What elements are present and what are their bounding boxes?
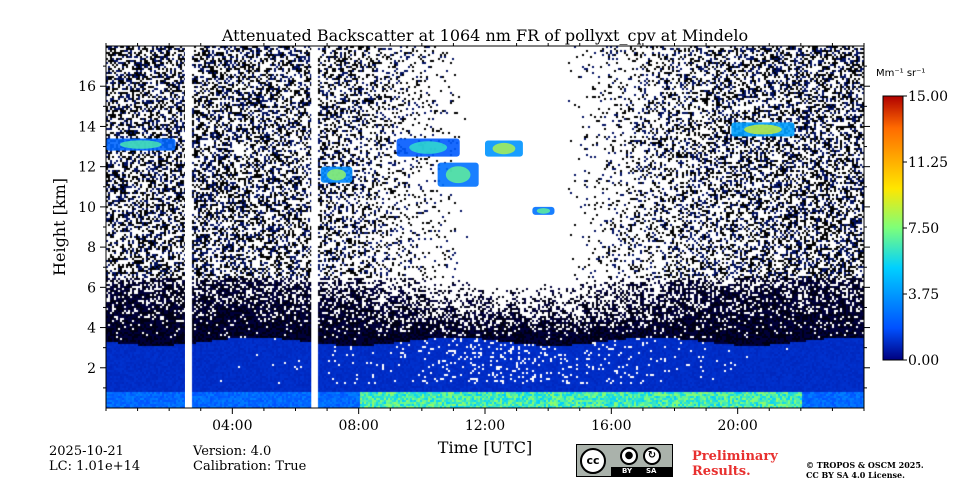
footer-version: Version: 4.0: [193, 444, 272, 459]
cloud-core: [119, 140, 162, 149]
x-axis-label: Time [UTC]: [438, 438, 532, 457]
plot-area: [106, 46, 864, 408]
colorbar-tick-label: 0.00: [908, 353, 939, 369]
chart-title: Attenuated Backscatter at 1064 nm FR of …: [221, 26, 748, 45]
cc-strip: [611, 467, 672, 477]
footer-lc: LC: 1.01e+14: [49, 459, 141, 474]
y-tick-label: 12: [78, 160, 96, 176]
x-tick-label: 16:00: [591, 418, 631, 434]
preliminary-line2: Results.: [692, 464, 751, 479]
preliminary-note: Preliminary Results.: [692, 449, 778, 479]
y-tick-label: 16: [78, 79, 96, 95]
footer-date: 2025-10-21: [49, 444, 124, 459]
cloud-core: [492, 142, 516, 155]
x-tick-label: 08:00: [338, 418, 378, 434]
colorbar-unit-label: Mm⁻¹ sr⁻¹: [876, 68, 925, 79]
cc-by-label: BY: [622, 467, 633, 475]
y-axis-label: Height [km]: [50, 178, 69, 276]
license-line2: CC BY SA 4.0 License.: [806, 470, 905, 480]
share-alike-icon: ↻: [643, 447, 661, 465]
cloud-core: [743, 124, 782, 135]
by-person-icon: ●: [620, 447, 638, 465]
y-tick-label: 14: [78, 119, 96, 135]
colorbar-tick-label: 3.75: [908, 287, 939, 303]
data-gap: [184, 46, 192, 408]
y-axis: 2 4 6 8 10 12 14 16: [78, 65, 870, 389]
preliminary-line1: Preliminary: [692, 449, 778, 464]
cloud-core: [445, 166, 471, 184]
cloud-core: [409, 141, 448, 154]
y-tick-label: 2: [87, 361, 96, 377]
colorbar: [882, 95, 904, 361]
cloud-core: [327, 169, 347, 181]
cc-icon: cc: [580, 448, 606, 474]
x-tick-label: 12:00: [465, 418, 505, 434]
backscatter-raster: [106, 46, 864, 408]
license-line1: © TROPOS & OSCM 2025.: [806, 460, 924, 470]
data-gap: [311, 46, 317, 408]
cc-sa-label: SA: [646, 467, 657, 475]
footer-calibration: Calibration: True: [193, 459, 307, 474]
colorbar-tick-label: 7.50: [908, 221, 939, 237]
x-tick-label: 04:00: [212, 418, 252, 434]
y-tick-label: 6: [87, 280, 96, 296]
cc-license-badge: cc ● ↻ BY SA: [576, 444, 673, 477]
colorbar-ticks: 0.00 3.75 7.50 11.25 15.00: [903, 89, 948, 369]
colorbar-tick-label: 15.00: [908, 89, 948, 105]
y-tick-label: 10: [78, 200, 96, 216]
colorbar-tick-label: 11.25: [908, 155, 948, 171]
x-axis: 04:00 08:00 12:00 16:00 20:00: [105, 43, 865, 434]
license-note: © TROPOS & OSCM 2025. CC BY SA 4.0 Licen…: [806, 460, 924, 480]
y-tick-label: 8: [87, 240, 96, 256]
cloud-core: [536, 208, 551, 214]
x-tick-label: 20:00: [717, 418, 757, 434]
y-tick-label: 4: [87, 321, 96, 337]
